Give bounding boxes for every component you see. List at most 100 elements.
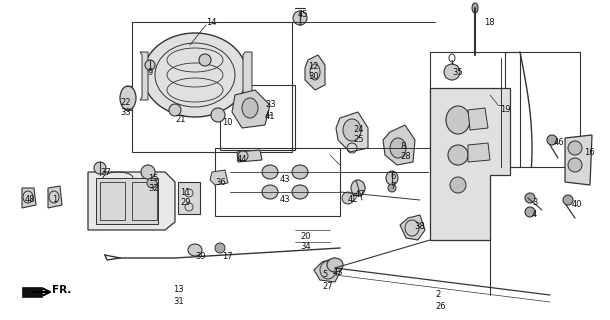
Text: 47: 47 <box>355 190 365 199</box>
Text: 3: 3 <box>532 198 537 207</box>
Text: 28: 28 <box>400 152 411 161</box>
Text: 34: 34 <box>300 242 310 251</box>
Ellipse shape <box>141 165 155 179</box>
Text: 7: 7 <box>390 182 395 191</box>
Text: 1: 1 <box>52 195 57 204</box>
Ellipse shape <box>547 135 557 145</box>
Text: 27: 27 <box>322 282 332 291</box>
Ellipse shape <box>327 258 343 272</box>
Ellipse shape <box>120 86 136 110</box>
Ellipse shape <box>262 185 278 199</box>
Ellipse shape <box>242 98 258 118</box>
Ellipse shape <box>568 141 582 155</box>
Text: 2: 2 <box>435 290 440 299</box>
Polygon shape <box>336 112 368 152</box>
Polygon shape <box>383 125 415 165</box>
Ellipse shape <box>262 165 278 179</box>
Text: 37: 37 <box>100 168 111 177</box>
Polygon shape <box>468 143 490 162</box>
Ellipse shape <box>293 11 307 25</box>
Text: 22: 22 <box>120 98 131 107</box>
Text: 10: 10 <box>222 118 232 127</box>
Ellipse shape <box>472 3 478 13</box>
Ellipse shape <box>388 184 396 192</box>
Ellipse shape <box>143 33 247 117</box>
Text: 14: 14 <box>206 18 217 27</box>
Polygon shape <box>468 108 488 130</box>
Polygon shape <box>400 215 425 240</box>
Text: 23: 23 <box>265 100 276 109</box>
Ellipse shape <box>147 178 157 188</box>
Text: 46: 46 <box>554 138 565 147</box>
Ellipse shape <box>292 185 308 199</box>
Text: 17: 17 <box>222 252 232 261</box>
Text: 42: 42 <box>348 195 359 204</box>
Text: 30: 30 <box>308 72 318 81</box>
Text: 44: 44 <box>237 155 248 164</box>
Ellipse shape <box>450 177 466 193</box>
Polygon shape <box>88 172 175 230</box>
Bar <box>178 182 200 214</box>
Text: 43: 43 <box>280 195 290 204</box>
Text: 20: 20 <box>300 232 310 241</box>
Text: 12: 12 <box>308 62 318 71</box>
Polygon shape <box>243 52 252 100</box>
Text: 9: 9 <box>148 68 153 77</box>
Text: 41: 41 <box>265 112 276 121</box>
Text: 21: 21 <box>175 115 185 124</box>
Text: 5: 5 <box>322 270 327 279</box>
Text: 26: 26 <box>435 302 446 311</box>
Polygon shape <box>48 186 62 208</box>
Text: 33: 33 <box>120 108 131 117</box>
Text: 6: 6 <box>390 172 395 181</box>
Bar <box>430 52 520 167</box>
Ellipse shape <box>188 244 202 256</box>
Polygon shape <box>565 135 592 185</box>
Text: 48: 48 <box>25 195 35 204</box>
Text: 36: 36 <box>215 178 226 187</box>
Bar <box>132 182 157 220</box>
Polygon shape <box>305 55 325 90</box>
Ellipse shape <box>199 54 211 66</box>
Polygon shape <box>140 52 148 100</box>
Text: 16: 16 <box>584 148 595 157</box>
Polygon shape <box>232 90 270 128</box>
Text: 45: 45 <box>298 10 309 19</box>
Bar <box>132 22 292 152</box>
Text: 25: 25 <box>353 135 364 144</box>
Ellipse shape <box>448 145 468 165</box>
Text: 39: 39 <box>195 252 206 261</box>
Text: 19: 19 <box>500 105 511 114</box>
Ellipse shape <box>563 195 573 205</box>
Ellipse shape <box>351 180 365 196</box>
Ellipse shape <box>145 60 155 70</box>
Ellipse shape <box>446 106 470 134</box>
Ellipse shape <box>386 171 398 185</box>
Bar <box>505 52 580 167</box>
Bar <box>96 178 158 224</box>
Bar <box>215 148 340 216</box>
Ellipse shape <box>94 162 106 174</box>
Ellipse shape <box>444 64 460 80</box>
Ellipse shape <box>292 165 308 179</box>
Polygon shape <box>210 170 228 185</box>
Polygon shape <box>430 88 510 240</box>
Polygon shape <box>22 188 36 208</box>
Polygon shape <box>22 287 42 297</box>
Text: 24: 24 <box>353 125 364 134</box>
Ellipse shape <box>238 151 248 161</box>
Text: 38: 38 <box>414 222 425 231</box>
Text: 29: 29 <box>180 198 190 207</box>
Polygon shape <box>237 150 262 162</box>
Ellipse shape <box>568 158 582 172</box>
Text: 35: 35 <box>452 68 462 77</box>
Ellipse shape <box>525 207 535 217</box>
Ellipse shape <box>211 108 225 122</box>
Text: FR.: FR. <box>52 285 71 295</box>
Ellipse shape <box>343 119 361 141</box>
Ellipse shape <box>215 243 225 253</box>
Ellipse shape <box>169 104 181 116</box>
Ellipse shape <box>525 193 535 203</box>
Text: 43: 43 <box>280 175 290 184</box>
Text: 8: 8 <box>400 142 406 151</box>
